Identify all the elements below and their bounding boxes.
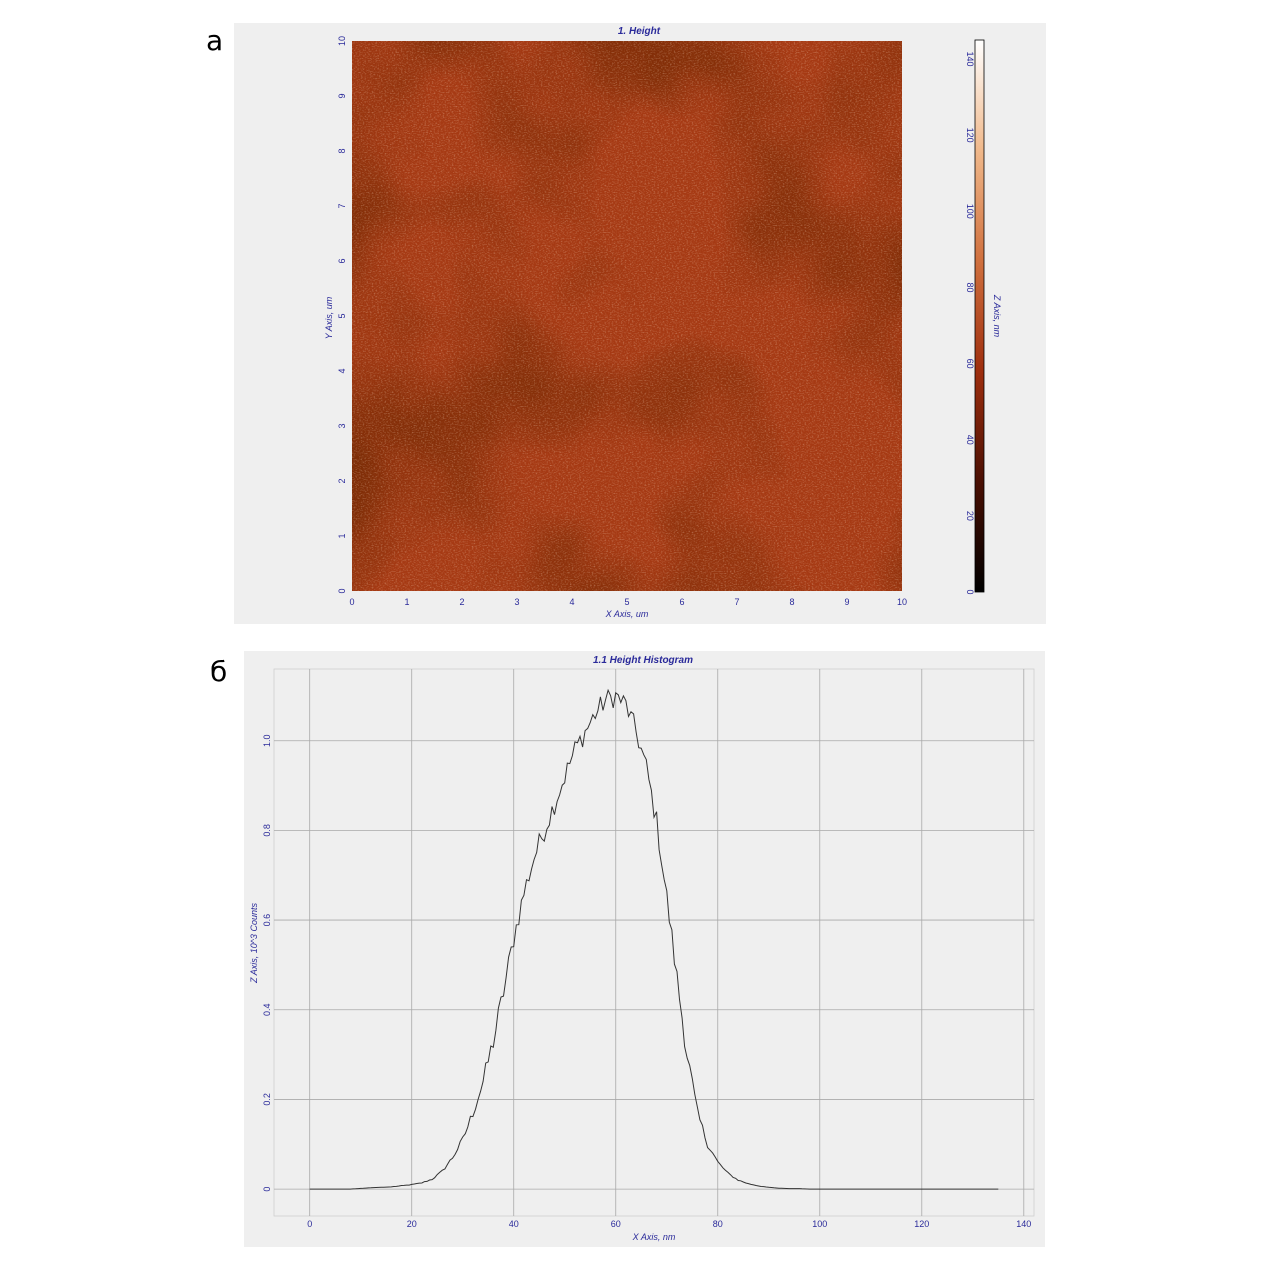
height-map-surface bbox=[352, 41, 902, 591]
colorbar-tick-label: 100 bbox=[965, 204, 975, 219]
histogram-title: 1.1 Height Histogram bbox=[593, 655, 693, 666]
colorbar-ticks: 0 20 40 60 80 100 120 140 bbox=[965, 52, 975, 595]
height-map-y-tick-label: 2 bbox=[337, 478, 347, 483]
height-map-y-tick-label: 0 bbox=[337, 588, 347, 593]
histogram-x-tick-label: 20 bbox=[407, 1219, 417, 1229]
height-map-x-tick-label: 0 bbox=[349, 597, 354, 607]
colorbar-tick-label: 140 bbox=[965, 52, 975, 67]
histogram-panel: 1.1 Height Histogram 0 20 40 60 80 100 120 140 … bbox=[244, 651, 1045, 1247]
height-map-grain bbox=[352, 41, 902, 591]
histogram-x-tick-label: 40 bbox=[509, 1219, 519, 1229]
height-map-y-tick-label: 3 bbox=[337, 423, 347, 428]
height-map-y-tick-label: 4 bbox=[337, 368, 347, 373]
colorbar-tick-label: 20 bbox=[965, 511, 975, 521]
height-map-x-tick-label: 1 bbox=[404, 597, 409, 607]
colorbar-tick-label: 60 bbox=[965, 359, 975, 369]
height-map-x-tick-label: 10 bbox=[897, 597, 907, 607]
histogram-y-tick-label: 1.0 bbox=[262, 734, 272, 747]
histogram-x-tick-label: 100 bbox=[812, 1219, 827, 1229]
histogram-x-tick-label: 60 bbox=[611, 1219, 621, 1229]
height-map-y-tick-label: 9 bbox=[337, 93, 347, 98]
colorbar-tick-label: 120 bbox=[965, 128, 975, 143]
histogram-y-ticks: 0 0.2 0.4 0.6 0.8 1.0 bbox=[262, 734, 272, 1191]
height-map-x-tick-label: 2 bbox=[459, 597, 464, 607]
histogram-series-line bbox=[309, 688, 999, 1190]
histogram-plot-area bbox=[273, 668, 1035, 1217]
height-map-x-tick-label: 7 bbox=[734, 597, 739, 607]
histogram-y-axis-label: Z Axis, 10^3 Counts bbox=[249, 903, 259, 984]
histogram-x-ticks: 0 20 40 60 80 100 120 140 bbox=[307, 1219, 1031, 1229]
histogram-y-tick-label: 0.8 bbox=[262, 824, 272, 837]
colorbar-tick-label: 80 bbox=[965, 282, 975, 292]
height-map-x-tick-label: 4 bbox=[569, 597, 574, 607]
height-map-y-tick-label: 5 bbox=[337, 313, 347, 318]
height-map-x-tick-label: 3 bbox=[514, 597, 519, 607]
colorbar-label: Z Axis, nm bbox=[992, 294, 1002, 338]
colorbar bbox=[974, 39, 985, 593]
height-map-y-tick-label: 10 bbox=[337, 36, 347, 46]
height-map-x-tick-label: 6 bbox=[679, 597, 684, 607]
height-map-x-tick-label: 9 bbox=[844, 597, 849, 607]
height-map-y-tick-label: 6 bbox=[337, 258, 347, 263]
histogram-y-tick-label: 0.6 bbox=[262, 914, 272, 927]
histogram-x-tick-label: 120 bbox=[914, 1219, 929, 1229]
height-map-x-ticks: 0 1 2 3 4 5 6 7 8 9 10 bbox=[349, 597, 907, 607]
height-map-panel: 1. Height 0 1 2 3 4 5 6 7 8 9 10 0 1 2 3 4 5 6 7 8 9 10 X Ax… bbox=[234, 23, 1046, 624]
colorbar-tick-label: 40 bbox=[965, 435, 975, 445]
panel-a-letter: а bbox=[206, 24, 224, 57]
colorbar-tick-label: 0 bbox=[965, 589, 975, 594]
histogram-y-tick-label: 0.4 bbox=[262, 1003, 272, 1016]
histogram-x-axis-label: X Axis, nm bbox=[632, 1232, 676, 1242]
histogram-chart: 1.1 Height Histogram 0 20 40 60 80 100 120 140 … bbox=[249, 655, 1035, 1242]
panel-b-letter: б bbox=[210, 655, 228, 688]
height-map-y-axis-label: Y Axis, um bbox=[324, 296, 334, 339]
height-map-x-axis-label: X Axis, um bbox=[605, 609, 649, 619]
height-map-title: 1. Height bbox=[618, 26, 661, 37]
histogram-y-tick-label: 0 bbox=[262, 1187, 272, 1192]
histogram-x-tick-label: 80 bbox=[713, 1219, 723, 1229]
height-map-x-tick-label: 5 bbox=[624, 597, 629, 607]
height-map-y-tick-label: 1 bbox=[337, 533, 347, 538]
histogram-y-tick-label: 0.2 bbox=[262, 1093, 272, 1106]
histogram-x-tick-label: 140 bbox=[1016, 1219, 1031, 1229]
histogram-grid bbox=[274, 669, 1034, 1216]
height-map-x-tick-label: 8 bbox=[789, 597, 794, 607]
height-map-y-tick-label: 8 bbox=[337, 148, 347, 153]
height-map-y-ticks: 0 1 2 3 4 5 6 7 8 9 10 bbox=[337, 36, 347, 594]
height-map-y-tick-label: 7 bbox=[337, 203, 347, 208]
histogram-x-tick-label: 0 bbox=[307, 1219, 312, 1229]
height-map-chart: 1. Height 0 1 2 3 4 5 6 7 8 9 10 0 1 2 3 4 5 6 7 8 9 10 X Ax… bbox=[324, 26, 1002, 619]
